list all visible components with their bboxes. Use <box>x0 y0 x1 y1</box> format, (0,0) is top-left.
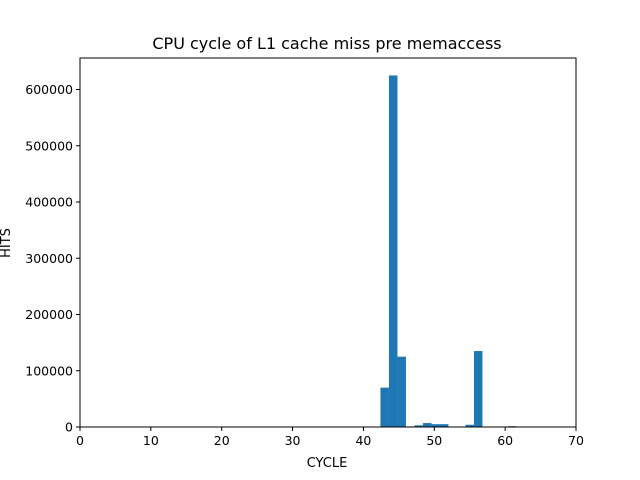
y-tick-label: 100000 <box>25 363 73 378</box>
x-tick-label: 20 <box>214 433 230 448</box>
histogram-bar <box>473 351 483 427</box>
y-tick-label: 0 <box>65 420 73 435</box>
x-axis-ticks: 0 10 20 30 40 50 60 70 <box>76 427 584 448</box>
histogram-bar <box>388 75 398 427</box>
y-tick-label: 600000 <box>25 82 73 97</box>
x-tick-label: 60 <box>497 433 513 448</box>
x-tick-label: 70 <box>568 433 584 448</box>
x-tick-label: 30 <box>285 433 301 448</box>
y-axis-ticks: 0 100000 200000 300000 400000 500000 600000 <box>25 82 80 435</box>
plot-frame <box>79 57 577 428</box>
x-tick-label: 0 <box>76 433 84 448</box>
x-axis-label: CYCLE <box>307 456 348 471</box>
y-tick-label: 500000 <box>25 138 73 153</box>
y-tick-label: 300000 <box>25 251 73 266</box>
histogram-bar <box>397 356 406 427</box>
histogram-bar <box>422 423 432 427</box>
y-tick-label: 400000 <box>25 195 73 210</box>
x-tick-label: 50 <box>426 433 442 448</box>
x-tick-label: 10 <box>143 433 159 448</box>
histogram-bar <box>465 424 474 427</box>
bars-group <box>380 75 525 427</box>
histogram-bar <box>380 387 389 427</box>
y-axis-label: HITS <box>0 228 14 258</box>
histogram-bar <box>431 424 440 427</box>
histogram-bar <box>439 424 449 427</box>
y-tick-label: 200000 <box>25 307 73 322</box>
histogram-bar <box>414 425 423 427</box>
x-tick-label: 40 <box>355 433 371 448</box>
chart-title: CPU cycle of L1 cache miss pre memaccess <box>152 34 501 53</box>
